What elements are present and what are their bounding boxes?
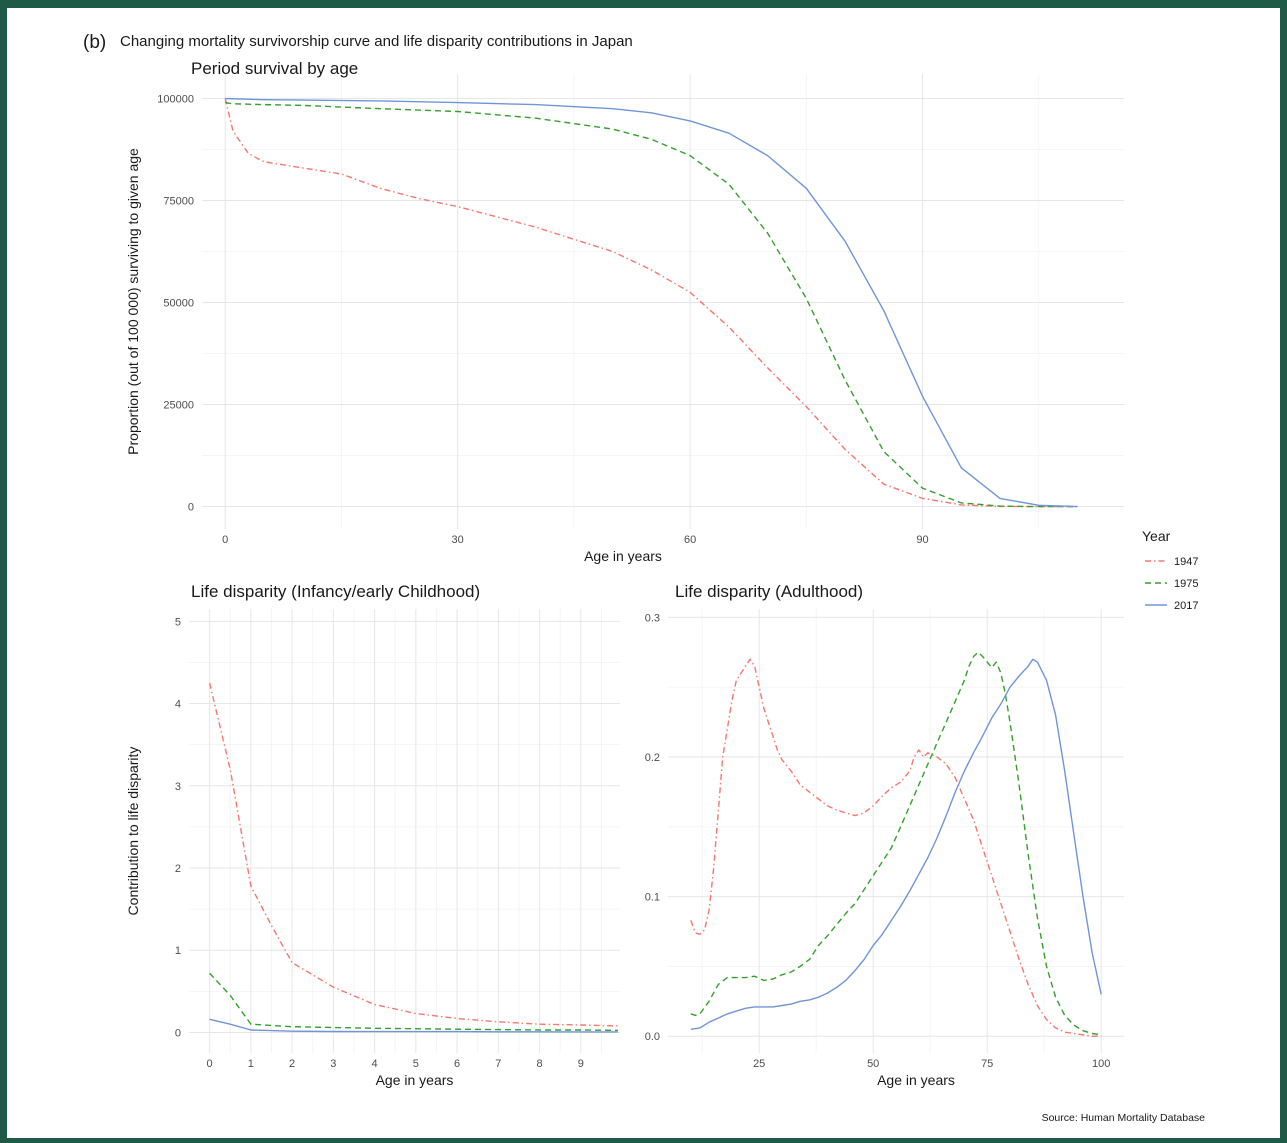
panel-adulthood: 25 50 75 100 0.0 0.1 0.2 0.3 Life disparity (Adu… [645, 582, 1124, 1088]
y-tick-label: 50000 [163, 298, 194, 310]
y-tick-label: 3 [175, 781, 181, 793]
x-tick-label: 3 [330, 1058, 336, 1070]
panel-title: Period survival by age [191, 59, 358, 78]
series-line-1947 [210, 683, 618, 1026]
x-tick-label: 50 [867, 1058, 879, 1070]
y-tick-label: 2 [175, 863, 181, 875]
x-tick-label: 5 [413, 1058, 419, 1070]
legend-label-2017: 2017 [1174, 600, 1198, 612]
x-tick-label: 8 [537, 1058, 543, 1070]
x-tick-label: 2 [289, 1058, 295, 1070]
y-tick-label: 75000 [163, 196, 194, 208]
panel-infancy: 0 1 2 3 4 5 6 7 8 9 0 1 2 3 4 5 Life disparity (Infancy/… [125, 582, 620, 1088]
y-tick-label: 1 [175, 945, 181, 957]
x-tick-label: 6 [454, 1058, 460, 1070]
figure-svg: (b) Changing mortality survivorship curv… [7, 8, 1280, 1138]
x-axis-title: Age in years [584, 548, 662, 564]
panel-title: Life disparity (Adulthood) [675, 582, 863, 601]
series-line-2017 [691, 659, 1101, 1029]
y-tick-label: 4 [175, 699, 181, 711]
x-tick-label: 25 [753, 1058, 765, 1070]
y-tick-label: 0.2 [645, 752, 660, 764]
x-tick-label: 30 [452, 534, 464, 546]
figure-canvas: (b) Changing mortality survivorship curv… [7, 8, 1280, 1138]
y-tick-label: 0.1 [645, 892, 660, 904]
panel-title: Life disparity (Infancy/early Childhood) [191, 582, 480, 601]
x-tick-label: 0 [222, 534, 228, 546]
y-axis-title: Contribution to life disparity [125, 747, 141, 916]
figure-label: (b) [83, 32, 106, 53]
x-tick-label: 60 [684, 534, 696, 546]
series-line-1947 [691, 659, 1101, 1036]
y-axis-title: Proportion (out of 100 000) surviving to… [125, 148, 141, 455]
y-tick-label: 0 [175, 1027, 181, 1039]
y-tick-label: 100000 [157, 93, 194, 105]
y-tick-label: 0.3 [645, 612, 660, 624]
source-note: Source: Human Mortality Database [1042, 1112, 1206, 1124]
legend-label-1947: 1947 [1174, 556, 1198, 568]
figure-title: Changing mortality survivorship curve an… [120, 33, 633, 50]
x-tick-label: 75 [981, 1058, 993, 1070]
y-tick-label: 5 [175, 616, 181, 628]
x-tick-label: 9 [578, 1058, 584, 1070]
y-tick-label: 25000 [163, 400, 194, 412]
x-tick-label: 0 [207, 1058, 213, 1070]
x-tick-label: 90 [916, 534, 928, 546]
x-axis-title: Age in years [877, 1072, 955, 1088]
x-tick-label: 7 [495, 1058, 501, 1070]
x-tick-label: 4 [372, 1058, 378, 1070]
panel-survival: 0 30 60 90 0 25000 50000 75000 100000 Period surv… [125, 59, 1124, 564]
series-line-1975 [691, 652, 1101, 1035]
y-tick-label: 0 [188, 502, 194, 514]
legend-title: Year [1142, 528, 1171, 544]
x-axis-title: Age in years [376, 1072, 454, 1088]
y-tick-label: 0.0 [645, 1031, 660, 1043]
legend: Year 1947 1975 2017 [1142, 528, 1198, 612]
series-line-1975 [210, 973, 618, 1030]
x-tick-label: 1 [248, 1058, 254, 1070]
x-tick-label: 100 [1092, 1058, 1110, 1070]
legend-label-1975: 1975 [1174, 578, 1198, 590]
